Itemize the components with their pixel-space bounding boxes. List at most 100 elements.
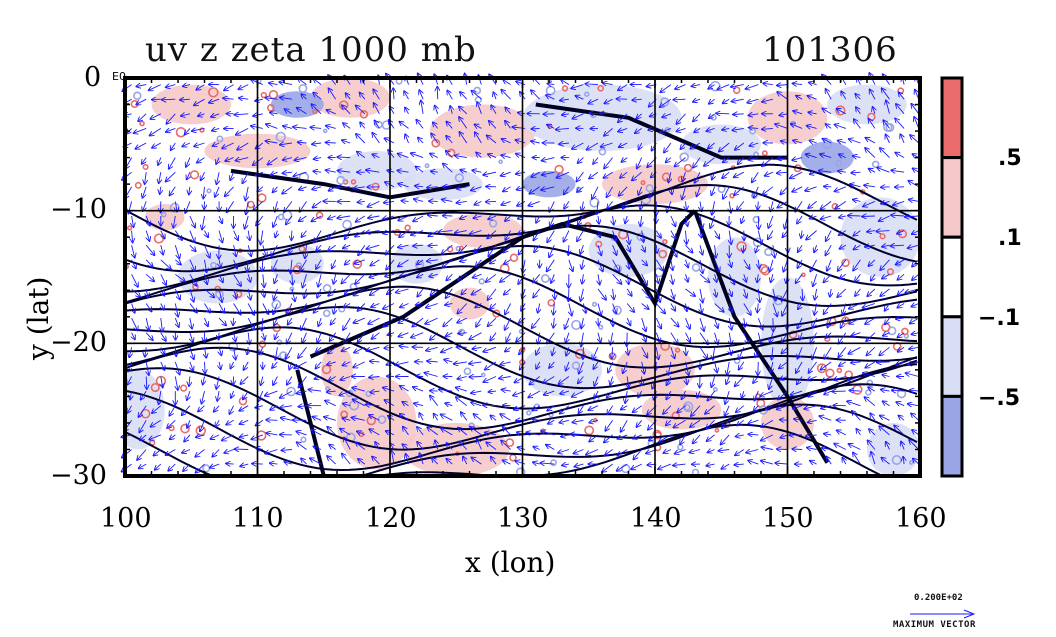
y-tick-label: 0 (84, 62, 102, 93)
wind-vector (460, 92, 468, 100)
wind-vector (470, 230, 482, 235)
wind-vector (357, 152, 366, 158)
wind-vector (780, 420, 788, 421)
wind-vector (877, 362, 890, 363)
wind-vector (245, 186, 248, 201)
wind-vector (189, 215, 195, 227)
vorticity-contour (478, 278, 485, 285)
wind-vector (613, 215, 614, 225)
vorticity-contour (134, 181, 142, 189)
vorticity-contour (216, 135, 224, 143)
wind-vector (271, 244, 278, 256)
wind-vector (673, 99, 686, 100)
wind-vector (421, 101, 423, 114)
wind-vector (603, 83, 613, 85)
wind-vector (145, 259, 153, 267)
wind-vector (592, 186, 599, 199)
wind-vector (398, 184, 409, 187)
vorticity-contour (645, 184, 654, 193)
wind-vector (806, 230, 817, 240)
wind-vector (854, 244, 861, 249)
wind-vector (225, 158, 234, 162)
wind-vector (710, 215, 716, 228)
wind-vector (752, 171, 759, 182)
wind-vector (418, 138, 424, 144)
wind-vector (411, 153, 424, 159)
wind-vector (455, 231, 467, 233)
wind-vector (181, 114, 191, 116)
reference-vector-value: 0.200E+02 (914, 593, 963, 603)
wind-vector (686, 230, 687, 244)
wind-vector (583, 347, 584, 359)
wind-vector (534, 244, 541, 252)
vorticity-contour (662, 239, 668, 245)
wind-vector (690, 142, 701, 149)
wind-vector (531, 141, 540, 143)
wind-vector (547, 84, 555, 85)
wind-vector (632, 171, 642, 180)
wind-vector (450, 106, 452, 114)
wind-vector (808, 112, 817, 114)
wind-vector (234, 245, 237, 256)
wind-vector (312, 143, 322, 144)
wind-vector (459, 107, 468, 115)
vorticity-contour (550, 459, 557, 467)
wind-vector (505, 107, 511, 115)
wind-vector (572, 142, 584, 149)
wind-vector (205, 361, 206, 374)
wind-vector (750, 143, 759, 146)
wind-vector (442, 200, 453, 202)
wind-vector (716, 113, 730, 114)
wind-vector (275, 230, 277, 238)
wind-vector (345, 230, 351, 240)
wind-vector (291, 259, 292, 274)
wind-vector (280, 143, 292, 145)
wind-vector (356, 215, 366, 222)
vorticity-contour (752, 215, 761, 224)
wind-vector (219, 332, 220, 340)
colorbar-label: .5 (998, 146, 1022, 171)
wind-vector (640, 201, 641, 209)
height-contour (125, 403, 918, 476)
wind-vector (783, 230, 788, 238)
wind-vector (620, 171, 628, 178)
wind-vector (542, 158, 555, 161)
wind-vector (488, 216, 497, 219)
wind-vector (205, 259, 207, 273)
wind-vector (136, 85, 147, 87)
wind-vector (741, 215, 744, 223)
wind-vector (838, 171, 846, 172)
wind-vector (719, 142, 730, 152)
wind-vector (792, 158, 803, 161)
wind-vector (632, 99, 642, 100)
wind-vector (150, 128, 162, 135)
vorticity-contour (836, 367, 843, 374)
wind-vector (560, 99, 569, 100)
wind-vector (877, 168, 890, 173)
wind-vector (732, 128, 744, 130)
wind-vector (580, 245, 583, 254)
wind-vector (517, 187, 526, 190)
wind-vector (895, 119, 905, 129)
wind-vector (435, 106, 438, 114)
wind-vector (792, 449, 803, 450)
wind-vector (503, 186, 511, 192)
wind-vector (242, 171, 249, 183)
wind-vector (777, 85, 788, 86)
wind-vector (712, 201, 715, 214)
vorticity-patch (403, 168, 483, 201)
wind-vector (589, 171, 599, 178)
wind-vector (487, 230, 497, 239)
wind-vector (312, 187, 322, 190)
wind-vector (398, 215, 409, 221)
wind-vector (326, 170, 336, 172)
wind-vector (869, 119, 876, 129)
wind-vector (853, 230, 861, 236)
wind-vector (285, 109, 293, 115)
wind-vector (355, 230, 366, 237)
wind-vector (166, 113, 176, 124)
wind-vector (502, 139, 511, 144)
wind-vector (900, 134, 904, 144)
vorticity-contour (691, 263, 701, 272)
wind-vector (621, 158, 628, 162)
